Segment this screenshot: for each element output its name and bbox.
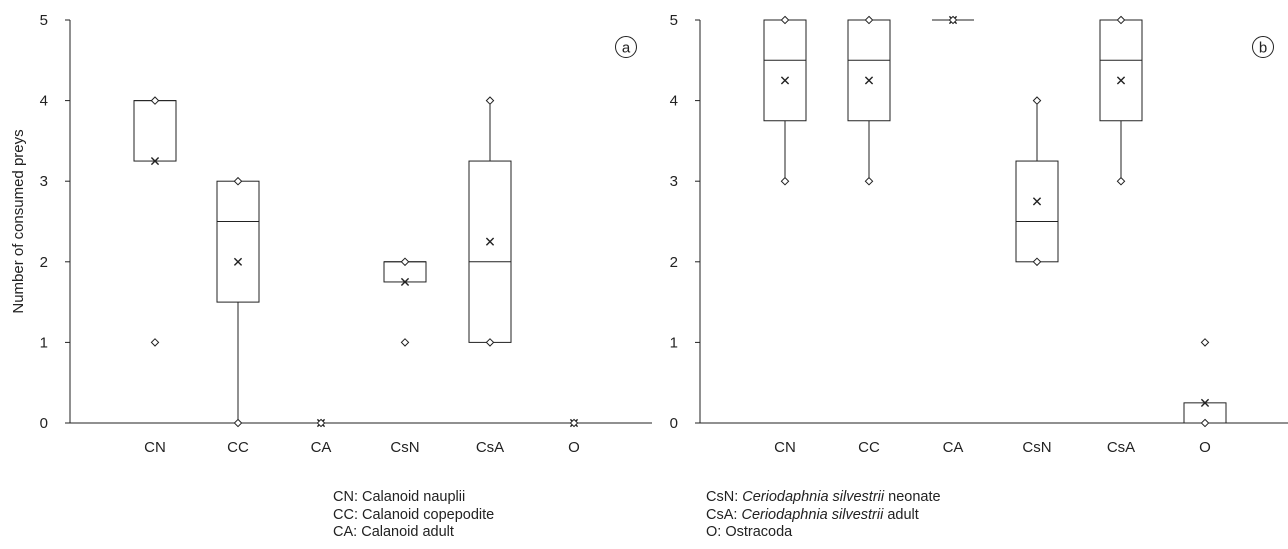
x-tick-label: CA: [311, 439, 332, 456]
y-tick-label: 5: [670, 12, 678, 29]
x-tick-label: CsA: [1107, 439, 1135, 456]
mean-marker: [864, 76, 874, 85]
box-csn: [383, 257, 427, 347]
y-tick-label: 1: [670, 334, 678, 351]
min-marker: [1032, 257, 1042, 267]
box-rect: [763, 19, 807, 122]
legend-item-o: O: Ostracoda: [706, 524, 793, 540]
x-tick-label: CN: [774, 439, 796, 456]
min-marker: [1200, 418, 1210, 428]
mean-marker: [1032, 197, 1042, 206]
panel-b: 0 1 2 3 4 5 CN CC CA CsN CsA Ob: [670, 12, 1288, 456]
y-tick-label: 0: [670, 415, 678, 432]
y-tick-label: 3: [40, 173, 48, 190]
y-tick-label: 3: [670, 173, 678, 190]
x-tick-label: CN: [144, 439, 166, 456]
legend-item-cc: CC: Calanoid copepodite: [333, 506, 495, 523]
x-tick-label: CsN: [390, 439, 419, 456]
legend-item-cn: CN: Calanoid nauplii: [333, 489, 466, 505]
max-marker: [1032, 96, 1042, 105]
mean-marker: [1200, 398, 1210, 407]
y-tick-label: 5: [40, 12, 48, 29]
min-marker: [1116, 176, 1126, 186]
box-rect: [847, 19, 891, 122]
max-marker: [780, 15, 790, 25]
mean-marker: [400, 277, 410, 287]
max-marker: [1200, 338, 1210, 347]
min-marker: [233, 418, 243, 428]
box-rect: [133, 100, 177, 162]
mean-marker: [485, 237, 495, 246]
min-marker: [780, 176, 790, 186]
max-marker: [150, 96, 160, 105]
box-cc: [216, 176, 260, 428]
box-cc: [847, 15, 891, 186]
y-tick-label: 2: [670, 254, 678, 271]
box-cn: [133, 96, 177, 347]
min-marker: [150, 338, 160, 347]
legend-right: CsN: Ceriodaphnia silvestrii neonate CsA…: [706, 489, 941, 542]
y-tick-label: 1: [40, 334, 48, 351]
min-marker: [864, 176, 874, 186]
min-marker: [400, 338, 410, 347]
min-marker: [485, 338, 495, 347]
max-marker: [485, 96, 495, 105]
x-tick-label: CC: [227, 439, 249, 456]
x-tick-label: CsA: [476, 439, 504, 456]
y-axis-label: Number of consumed preys: [10, 129, 27, 313]
x-tick-label: O: [568, 439, 580, 456]
box-csa: [468, 96, 512, 347]
panel-a: 0 1 2 3 4 5 Number of consumed preys CN CC CA CsN C…: [10, 12, 652, 456]
box-rect: [1099, 19, 1143, 122]
mean-marker: [233, 257, 243, 266]
x-tick-label: CA: [943, 439, 964, 456]
box-rect: [216, 180, 260, 303]
min-marker: [948, 15, 958, 25]
panel-label: b: [1259, 40, 1267, 57]
y-tick-label: 2: [40, 254, 48, 271]
y-tick-label: 4: [40, 93, 48, 110]
box-csn: [1015, 96, 1059, 267]
mean-marker: [1116, 76, 1126, 85]
box-ca: [932, 15, 974, 25]
x-tick-label: CC: [858, 439, 880, 456]
min-marker: [569, 418, 579, 428]
box-csa: [1099, 15, 1143, 186]
box-rect: [1015, 160, 1059, 263]
box-o: [553, 418, 595, 428]
min-marker: [316, 418, 326, 428]
panel-label-circle: [615, 36, 637, 58]
x-tick-label: CsN: [1022, 439, 1051, 456]
y-tick-label: 4: [670, 93, 678, 110]
x-tick-label: O: [1199, 439, 1211, 456]
max-marker: [1116, 15, 1126, 25]
mean-marker: [150, 156, 160, 166]
legend-left: CN: Calanoid nauplii CC: Calanoid copepo…: [333, 489, 494, 542]
legend-item-csa: CsA: Ceriodaphnia silvestrii adult: [706, 506, 919, 523]
box-cn: [763, 15, 807, 186]
box-ca: [300, 418, 342, 428]
y-tick-label: 0: [40, 415, 48, 432]
panel-label: a: [622, 40, 631, 57]
mean-marker: [780, 76, 790, 85]
legend-item-csn: CsN: Ceriodaphnia silvestrii neonate: [706, 489, 941, 505]
legend-item-ca: CA: Calanoid adult: [333, 524, 454, 540]
max-marker: [233, 176, 243, 186]
panel-label-circle: [1252, 36, 1274, 58]
box-o: [1183, 338, 1227, 428]
box-rect: [468, 160, 512, 343]
max-marker: [864, 15, 874, 25]
max-marker: [400, 257, 410, 267]
